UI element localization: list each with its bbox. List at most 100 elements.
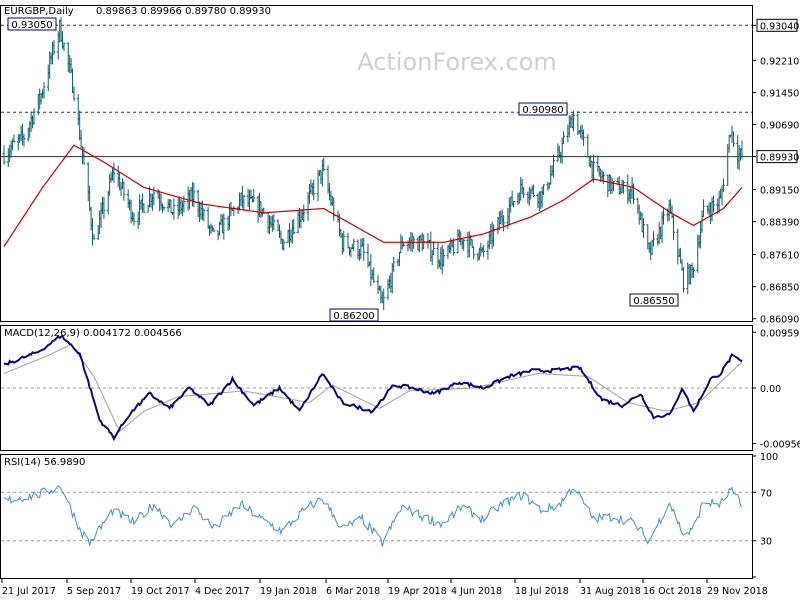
y-tick-label: 0.89150 xyxy=(760,186,799,197)
ohlc-bar xyxy=(122,181,126,201)
ohlc-bar xyxy=(162,206,166,211)
macd-y-tick-label: 0.009593 xyxy=(760,328,800,339)
ohlc-bar xyxy=(392,256,396,272)
ohlc-bar xyxy=(502,215,506,232)
ohlc-bar xyxy=(721,178,725,193)
macd-title: MACD(12,26,9) 0.004172 0.004566 xyxy=(4,328,182,339)
ohlc-bar xyxy=(12,134,16,143)
ohlc-bar xyxy=(32,108,36,125)
ohlc-bar xyxy=(322,157,326,172)
ohlc-bar xyxy=(282,239,286,251)
ohlc-bar xyxy=(602,172,606,185)
ohlc-bar xyxy=(222,213,226,240)
y-tick-label: 0.89930 xyxy=(760,153,799,164)
x-tick-label: 31 Aug 2018 xyxy=(580,586,641,597)
svg-text:0.86200: 0.86200 xyxy=(333,311,374,322)
ohlc-bar xyxy=(42,82,46,99)
ohlc-bar xyxy=(312,179,316,200)
ohlc-bar xyxy=(2,145,6,165)
ohlc-bar xyxy=(452,238,456,256)
ohlc-bar xyxy=(681,267,685,293)
x-tick-label: 16 Oct 2018 xyxy=(643,586,702,597)
ohlc-bar xyxy=(362,237,366,261)
macd-y-tick-label: -0.009562 xyxy=(760,440,800,451)
ohlc-bar xyxy=(642,218,646,238)
rsi-y-tick-label: 100 xyxy=(760,452,778,463)
x-tick-label: 4 Dec 2017 xyxy=(195,586,250,597)
ohlc-bar xyxy=(671,215,675,241)
y-tick-label: 0.87610 xyxy=(760,251,799,262)
svg-text:0.86550: 0.86550 xyxy=(633,296,674,307)
svg-text:0.90980: 0.90980 xyxy=(522,105,563,116)
price-chart-title: EURGBP,Daily xyxy=(4,6,74,17)
ohlc-bar xyxy=(72,86,76,101)
ohlc-bar xyxy=(552,154,556,178)
ohlc-bar xyxy=(62,42,66,52)
x-tick-label: 4 Jun 2018 xyxy=(451,586,502,597)
rsi-panel xyxy=(0,454,753,579)
rsi-line xyxy=(3,485,743,547)
ohlc-bar xyxy=(202,208,206,222)
ohlc-bar xyxy=(302,204,306,222)
price-annotation: 0.90980 xyxy=(518,102,568,116)
y-tick-label: 0.86850 xyxy=(760,283,799,294)
ohlc-bar xyxy=(142,203,146,213)
ohlc-bar xyxy=(651,231,655,247)
ohlc-bar xyxy=(711,195,715,213)
ohlc-bar xyxy=(592,154,596,183)
ohlc-bar xyxy=(242,195,246,211)
ohlc-bar xyxy=(252,189,256,202)
ohlc-bar xyxy=(342,230,346,253)
ohlc-bar xyxy=(622,180,626,194)
ohlc-bar xyxy=(52,40,56,56)
ohlc-bar xyxy=(352,238,356,251)
x-tick-label: 18 Jul 2018 xyxy=(515,586,569,597)
macd-y-tick-label: 0.00 xyxy=(760,384,781,395)
ohlc-bar xyxy=(422,234,426,249)
ohlc-bar xyxy=(442,248,446,267)
ohlc-bar xyxy=(661,206,665,225)
y-tick-label: 0.88390 xyxy=(760,218,799,229)
y-tick-label: 0.92210 xyxy=(760,56,799,67)
ohlc-bar xyxy=(112,162,116,183)
y-tick-label: 0.86090 xyxy=(760,315,799,326)
ohlc-bar xyxy=(701,199,705,218)
ohlc-bar xyxy=(102,197,106,219)
ohlc-bar xyxy=(691,267,695,279)
level-price-tag xyxy=(756,150,798,164)
price-annotation: 0.86550 xyxy=(629,293,679,307)
ohlc-bar xyxy=(402,242,406,247)
x-tick-label: 19 Apr 2018 xyxy=(388,586,447,597)
ohlc-bar xyxy=(22,133,26,147)
macd-line xyxy=(3,334,743,442)
y-tick-label: 0.93040 xyxy=(760,21,799,32)
watermark: ActionForex.com xyxy=(357,48,557,76)
y-tick-label: 0.91450 xyxy=(760,88,799,99)
price-annotation: 0.93050 xyxy=(7,17,57,31)
y-tick-label: 0.90690 xyxy=(760,121,799,132)
ohlc-readout: 0.89863 0.89966 0.89780 0.89930 xyxy=(96,6,271,17)
x-tick-label: 19 Oct 2017 xyxy=(131,586,190,597)
price-annotation: 0.86200 xyxy=(329,308,379,322)
ohlc-bar xyxy=(582,129,586,146)
ohlc-bar xyxy=(482,245,486,257)
x-tick-label: 21 Jul 2017 xyxy=(2,586,56,597)
ohlc-bar xyxy=(82,147,86,165)
ohlc-bar xyxy=(562,131,566,145)
ohlc-bar xyxy=(292,218,296,235)
moving-average-line xyxy=(3,144,743,247)
ohlc-bar xyxy=(740,140,744,159)
ohlc-bar xyxy=(432,241,436,256)
svg-text:0.93050: 0.93050 xyxy=(11,20,52,31)
ohlc-bar xyxy=(172,198,176,220)
x-tick-label: 5 Sep 2017 xyxy=(67,586,121,597)
ohlc-bar xyxy=(542,184,546,196)
ohlc-bar xyxy=(212,228,216,233)
rsi-y-tick-label: 30 xyxy=(760,537,772,548)
x-tick-label: 19 Jan 2018 xyxy=(260,586,317,597)
ohlc-bar xyxy=(532,184,536,198)
ohlc-bar xyxy=(92,234,96,240)
rsi-y-tick-label: 70 xyxy=(760,488,772,499)
ohlc-bar xyxy=(512,200,516,208)
rsi-title: RSI(14) 56.9890 xyxy=(4,457,85,468)
